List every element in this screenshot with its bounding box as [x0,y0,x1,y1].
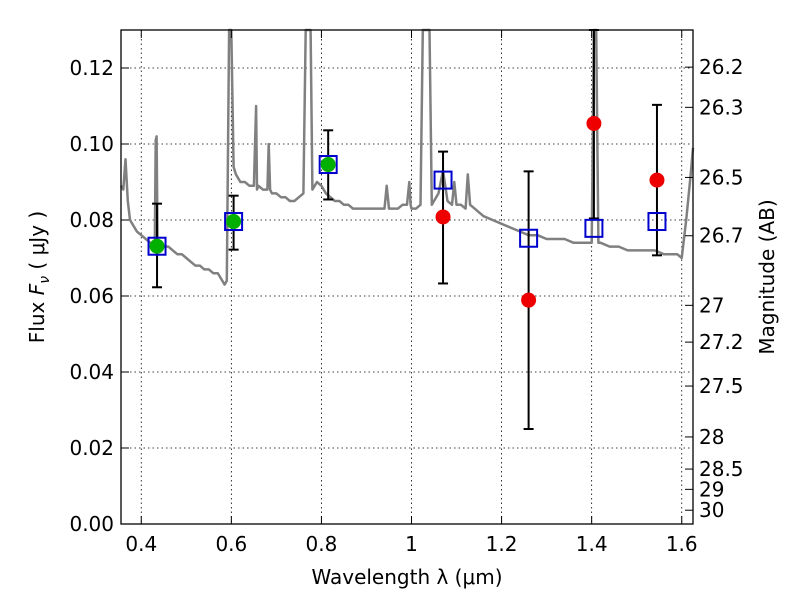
observed-point-circle [586,115,602,131]
plot-frame [120,29,694,525]
right-tick-label: 29 [699,477,724,501]
x-tick-label: 0.8 [306,532,338,556]
x-tick-label: 1.4 [576,532,608,556]
observed-point-circle [320,157,336,173]
model-point-square [318,155,338,175]
y-tick-label: 0.12 [69,56,114,80]
x-tick-label: 1 [405,532,418,556]
x-tick-label: 0.4 [125,532,157,556]
model-point-square [224,212,244,232]
right-tick-label: 26.3 [699,95,744,119]
observed-point-circle [649,172,665,188]
y-tick-label: 0.08 [69,208,114,232]
right-tick-label: 27 [699,293,724,317]
observed-point-circle [149,238,165,254]
right-tick-label: 26.5 [699,165,744,189]
right-tick-label: 26.7 [699,224,744,248]
x-tick-label: 1.6 [666,532,698,556]
grid-lines [121,30,693,525]
right-tick-label: 27.2 [699,330,744,354]
y-tick-label: 0.00 [69,512,114,536]
model-point-square [433,170,453,190]
y-axis-label-left: Flux Fν ( μJy ) [25,211,53,343]
observed-point-circle [521,292,537,308]
right-tick-label: 30 [699,498,724,522]
right-tick-label: 27.5 [699,374,744,398]
y-tick-label: 0.02 [69,436,114,460]
tick-marks [121,30,693,525]
data-points-layer [147,29,667,430]
observed-point-circle [226,214,242,230]
observed-point-circle [435,209,451,225]
right-tick-label: 26.2 [699,55,744,79]
tick-labels: 0.4 0.6 0.8 1 1.2 1.4 1.6 0.00 0.02 0.04 0.06 0.08 0… [69,55,743,556]
y-tick-label: 0.10 [69,132,114,156]
y-tick-label: 0.04 [69,360,114,384]
x-tick-label: 1.2 [486,532,518,556]
x-axis-label: Wavelength λ (μm) [311,565,502,589]
y-axis-label-right: Magnitude (AB) [755,199,779,354]
model-point-square [147,236,167,256]
model-spectrum-line [119,28,695,286]
right-tick-label: 28 [699,425,724,449]
model-spectrum-layer [119,28,695,286]
model-point-square [584,218,604,238]
model-point-square [647,212,667,232]
right-tick-label: 28.5 [699,457,744,481]
model-point-square [519,228,539,248]
y-tick-label: 0.06 [69,284,114,308]
x-tick-label: 0.6 [215,532,247,556]
